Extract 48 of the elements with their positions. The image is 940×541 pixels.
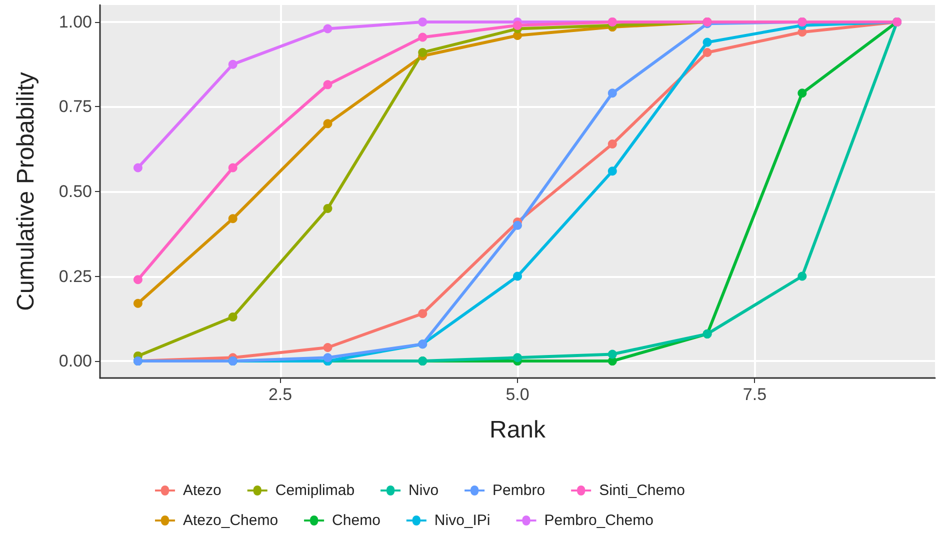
point xyxy=(133,298,142,308)
point xyxy=(418,309,428,318)
point xyxy=(702,48,712,57)
legend-label: Pembro_Chemo xyxy=(544,512,654,529)
point xyxy=(228,163,238,172)
point xyxy=(608,166,617,176)
point xyxy=(513,353,522,362)
point xyxy=(798,272,807,281)
x-tick-label: 7.5 xyxy=(742,385,767,404)
y-axis-title: Cumulative Probability xyxy=(12,72,40,311)
point xyxy=(323,342,332,352)
y-tick-label: 0.00 xyxy=(58,352,92,371)
point xyxy=(323,119,332,128)
point xyxy=(323,24,332,34)
legend-label: Nivo_IPi xyxy=(434,512,490,529)
point xyxy=(228,60,238,69)
legend-label: Cemiplimab xyxy=(275,482,355,499)
point xyxy=(513,272,522,281)
y-tick-label: 1.00 xyxy=(58,12,92,32)
point xyxy=(323,353,332,362)
legend-label: Nivo xyxy=(408,482,439,499)
point xyxy=(133,163,142,172)
point xyxy=(228,312,238,322)
x-tick-label: 2.5 xyxy=(268,385,292,404)
point xyxy=(513,20,522,30)
point xyxy=(608,140,617,149)
legend-label: Atezo xyxy=(183,482,222,499)
x-tick-label: 5.0 xyxy=(506,385,530,404)
y-tick-label: 0.75 xyxy=(58,97,92,116)
point xyxy=(228,214,238,224)
legend-label: Pembro xyxy=(492,482,546,499)
point xyxy=(133,275,142,284)
point xyxy=(702,38,712,47)
point xyxy=(418,48,428,57)
point xyxy=(608,350,617,359)
point xyxy=(323,204,332,213)
x-axis-title: Rank xyxy=(489,416,547,444)
point xyxy=(798,88,807,98)
legend-label: Chemo xyxy=(332,512,380,529)
point xyxy=(418,17,428,26)
legend-label: Atezo_Chemo xyxy=(183,512,278,529)
point xyxy=(418,32,428,42)
y-tick-label: 0.50 xyxy=(58,182,92,201)
point xyxy=(323,80,332,90)
point xyxy=(608,88,617,98)
legend-label: Sinti_Chemo xyxy=(599,482,685,499)
point xyxy=(513,220,522,230)
y-tick-label: 0.25 xyxy=(58,266,92,286)
